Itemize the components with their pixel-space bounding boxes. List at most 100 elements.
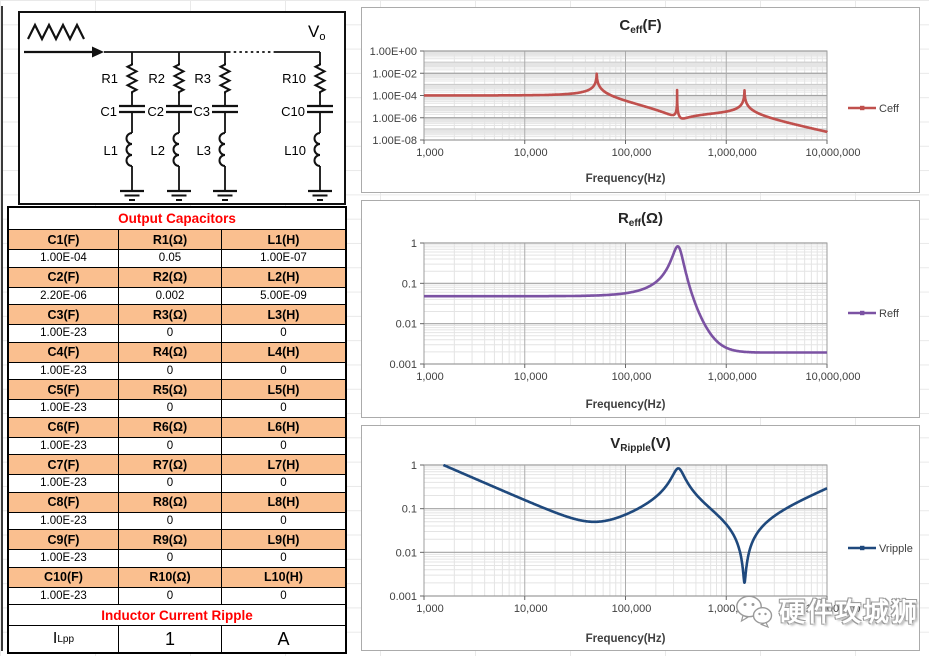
cap-value-cell[interactable]: 1.00E-23 [9, 437, 119, 454]
x-axis-tick-label: 1,000,000 [708, 147, 757, 159]
cap-header-cell: L9(H) [222, 530, 345, 549]
output-rail [24, 46, 320, 58]
table-title-row: Output Capacitors [9, 208, 345, 230]
y-axis-tick-label: 0.001 [389, 591, 417, 603]
cap-value-cell[interactable]: 0 [119, 400, 222, 417]
cap-value-cell[interactable]: 0 [119, 325, 222, 342]
capacitor-label: C1 [100, 104, 117, 119]
cap-header-cell: C9(F) [9, 530, 119, 549]
y-axis-tick-label: 1.00E-08 [372, 135, 417, 147]
cap-value-cell[interactable]: 1.00E-23 [9, 512, 119, 529]
cap-value-cell[interactable]: 0 [222, 437, 345, 454]
cap-value-cell[interactable]: 0 [222, 587, 345, 604]
cap-header-row: C4(F) R4(Ω) L4(H) [9, 342, 345, 363]
cap-value-cell[interactable]: 0 [119, 587, 222, 604]
cap-value-cell[interactable]: 0 [222, 512, 345, 529]
y-axis-tick-label: 1 [411, 238, 417, 250]
cap-value-cell[interactable]: 1.00E-23 [9, 587, 119, 604]
cap-header-cell: R4(Ω) [119, 342, 222, 362]
cap-value-cell[interactable]: 0 [119, 512, 222, 529]
legend-label: Reff [879, 308, 900, 320]
ceff-legend[interactable]: Ceff [848, 103, 900, 115]
cap-value-cell[interactable]: 0 [222, 475, 345, 492]
x-axis-tick-label: 10,000 [514, 371, 548, 383]
vripple-series-line [442, 464, 828, 584]
cap-value-cell[interactable]: 1.00E-23 [9, 325, 119, 342]
cap-value-row: 1.00E-04 0.05 1.00E-07 [9, 250, 345, 268]
circuit-branch-r1: R1 C1 L1 [100, 52, 145, 201]
cap-value-cell[interactable]: 0 [222, 362, 345, 379]
inductor-label: L3 [197, 143, 211, 158]
ceff-series-line [423, 72, 828, 134]
cap-value-cell[interactable]: 0 [119, 437, 222, 454]
chart-panel-ceff[interactable]: 1.00E+00 1.00E-02 1.00E-04 1.00E-06 1.00E-08… [361, 7, 920, 193]
cap-header-cell: C8(F) [9, 492, 119, 512]
circuit-diagram-panel[interactable]: Vo R1 C1 L1 R2 C2 L2 R3 C3 L3 R10 C10 L10 [18, 11, 346, 205]
axis-ticks [420, 50, 828, 144]
cap-value-cell[interactable]: 0.05 [119, 250, 222, 267]
cap-value-cell[interactable]: 1.00E-23 [9, 400, 119, 417]
x-axis-tick-label: 10,000,000 [805, 603, 860, 615]
inductor-icon [218, 132, 226, 167]
cap-header-cell: R6(Ω) [119, 417, 222, 437]
cap-value-cell[interactable]: 0 [222, 400, 345, 417]
circuit-branch-r3: R3 C3 L3 [193, 52, 238, 201]
cap-header-cell: C1(F) [9, 230, 119, 249]
cap-header-row: C6(F) R6(Ω) L6(H) [9, 417, 345, 438]
chart-panel-reff[interactable]: 1 0.1 0.01 0.001 1,000 10,000 100,000 1,000,000… [361, 200, 920, 418]
cap-header-cell: C6(F) [9, 417, 119, 437]
cap-header-cell: L10(H) [222, 567, 345, 587]
wechat-icon [736, 595, 773, 628]
resistor-label: R10 [282, 71, 306, 86]
capacitor-label: C3 [193, 104, 210, 119]
cap-value-row: 1.00E-23 0 0 [9, 475, 345, 493]
cap-header-row: C7(F) R7(Ω) L7(H) [9, 455, 345, 475]
cap-value-cell[interactable]: 1.00E-23 [9, 550, 119, 567]
legend-label: Vripple [879, 543, 913, 555]
ilpp-value-cell[interactable]: 1 [119, 626, 222, 652]
ilpp-main: I [52, 630, 58, 647]
cap-value-row: 1.00E-23 0 0 [9, 587, 345, 605]
cap-value-cell[interactable]: 1.00E-07 [222, 250, 345, 267]
watermark-text: 硬件攻城狮 [779, 597, 920, 627]
capacitor-label: C10 [281, 104, 305, 119]
table-title: Output Capacitors [118, 211, 236, 226]
cap-value-cell[interactable]: 0 [119, 475, 222, 492]
circuit-branch-r2: R2 C2 L2 [147, 52, 192, 201]
cap-header-cell: C5(F) [9, 380, 119, 399]
cap-header-row: C5(F) R5(Ω) L5(H) [9, 380, 345, 400]
cap-value-cell[interactable]: 0.002 [119, 287, 222, 304]
vo-label: Vo [308, 22, 325, 43]
cap-value-row: 2.20E-06 0.002 5.00E-09 [9, 287, 345, 305]
cap-value-cell[interactable]: 1.00E-23 [9, 475, 119, 492]
chart-panel-vripple[interactable]: 1 0.1 0.01 0.001 1,000 10,000 100,000 1,000,000… [361, 425, 920, 651]
cap-value-cell[interactable]: 5.00E-09 [222, 287, 345, 304]
cap-header-cell: L3(H) [222, 305, 345, 324]
column-border-line [1, 6, 3, 651]
cap-header-cell: R9(Ω) [119, 530, 222, 549]
cap-header-row: C10(F) R10(Ω) L10(H) [9, 567, 345, 588]
cap-value-cell[interactable]: 0 [119, 362, 222, 379]
cap-header-cell: R3(Ω) [119, 305, 222, 324]
y-axis-tick-label: 0.1 [402, 504, 417, 516]
cap-value-cell[interactable]: 0 [222, 325, 345, 342]
inductor-label: L2 [151, 143, 165, 158]
x-axis-title: Frequency(Hz) [586, 633, 666, 645]
cap-value-cell[interactable]: 0 [119, 550, 222, 567]
cap-value-cell[interactable]: 0 [222, 550, 345, 567]
cap-value-cell[interactable]: 1.00E-23 [9, 362, 119, 379]
cap-header-row: C9(F) R9(Ω) L9(H) [9, 530, 345, 550]
reff-legend[interactable]: Reff [848, 308, 900, 320]
x-axis-tick-label: 1,000 [416, 603, 444, 615]
cap-value-cell[interactable]: 1.00E-04 [9, 250, 119, 267]
y-axis-tick-label: 1.00E-06 [372, 113, 417, 125]
cap-value-cell[interactable]: 2.20E-06 [9, 287, 119, 304]
output-capacitors-table: Output Capacitors C1(F) R1(Ω) L1(H) 1.00E-04… [7, 206, 347, 654]
axis-ticks [420, 464, 828, 600]
vripple-legend[interactable]: Vripple [848, 543, 913, 555]
cap-header-cell: C2(F) [9, 267, 119, 287]
resistor-label: R2 [148, 71, 165, 86]
legend-label: Ceff [879, 103, 900, 115]
cap-header-cell: C4(F) [9, 342, 119, 362]
